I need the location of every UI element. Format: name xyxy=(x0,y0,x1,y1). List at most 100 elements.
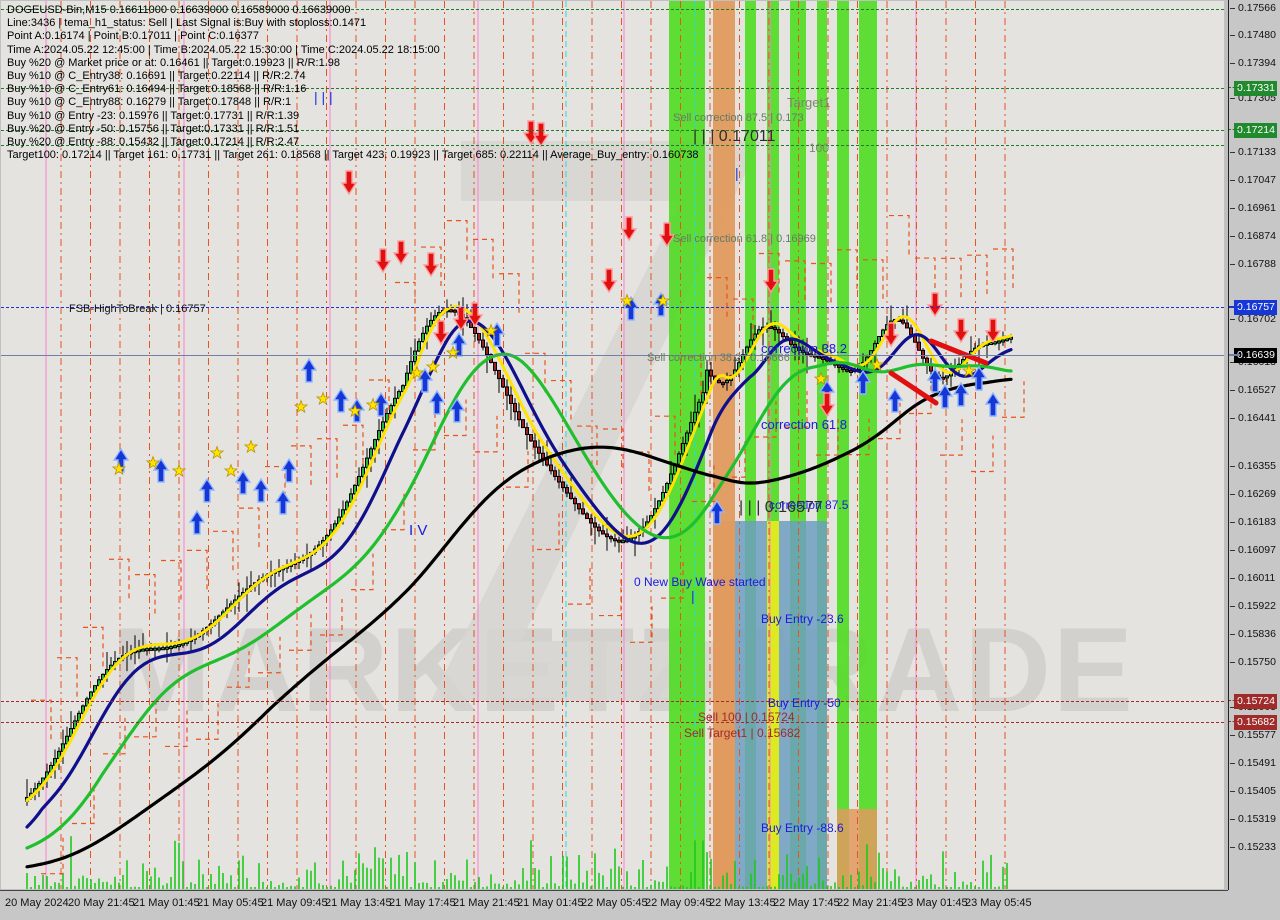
time-tick-label: 21 May 13:45 xyxy=(325,897,392,909)
price-tick-label: 0.16441 xyxy=(1230,413,1276,424)
level-dash-marker xyxy=(1228,700,1240,701)
entry-zone-block xyxy=(713,521,735,889)
info-line-10: Buy %20 @ Entry -50: 0.15756 || Target:0… xyxy=(7,122,300,135)
price-tick-label: 0.17133 xyxy=(1230,147,1276,158)
annotation-label: I V xyxy=(409,522,428,539)
time-axis-border xyxy=(0,890,1228,891)
price-level-line xyxy=(1,9,1224,10)
ma-mid-navy xyxy=(25,319,1013,829)
price-tick-label: 0.16097 xyxy=(1230,545,1276,556)
price-tick-label: 0.16183 xyxy=(1230,517,1276,528)
price-level-line xyxy=(1,701,1224,702)
price-tick-label: 0.17305 xyxy=(1230,93,1276,104)
price-tick-label: 0.15922 xyxy=(1230,601,1276,612)
price-level-line xyxy=(1,145,1224,146)
annotation-label: Buy Entry -50 xyxy=(768,696,841,710)
annotation-label: Buy Entry -88.6 xyxy=(761,821,844,835)
annotation-label: Buy Entry -23.6 xyxy=(761,612,844,626)
price-level-line xyxy=(1,722,1224,723)
annotation-label: Sell correction 61.8 | 0.16969 xyxy=(673,233,816,245)
price-tick-label: 0.16527 xyxy=(1230,385,1276,396)
price-badge: 0.15724 xyxy=(1228,694,1277,709)
price-badge: 0.17214 xyxy=(1228,123,1277,138)
time-tick-label: 21 May 17:45 xyxy=(389,897,456,909)
ma-slow-green xyxy=(25,352,1013,850)
annotation-label: | | | 0.17011 xyxy=(693,128,776,145)
info-line-11: Buy %20 @ Entry -88: 0.15432 || Target:0… xyxy=(7,136,300,149)
price-tick-label: 0.15405 xyxy=(1230,786,1276,797)
signal-band xyxy=(859,1,877,889)
annotation-label: FSB-HighToBreak | 0.16757 xyxy=(69,303,206,315)
time-tick-label: 23 May 05:45 xyxy=(965,897,1032,909)
price-level-line xyxy=(1,130,1224,131)
level-marker xyxy=(1228,354,1240,356)
annotation-label: | xyxy=(691,588,695,604)
time-tick-label: 21 May 09:45 xyxy=(261,897,328,909)
level-marker xyxy=(1228,306,1240,308)
price-tick-label: 0.17566 xyxy=(1230,3,1276,14)
time-tick-label: 22 May 21:45 xyxy=(837,897,904,909)
time-tick-label: 22 May 17:45 xyxy=(773,897,840,909)
signal-band xyxy=(837,1,849,889)
time-tick-label: 21 May 01:45 xyxy=(517,897,584,909)
annotation-label: Target1 xyxy=(787,95,831,110)
annotation-label: correction 61.8 xyxy=(761,417,847,432)
annotation-label: Sell 100 | 0.15724 xyxy=(698,710,795,724)
time-tick-label: 23 May 01:45 xyxy=(901,897,968,909)
annotation-label: | | | xyxy=(314,89,333,105)
price-tick-label: 0.17047 xyxy=(1230,175,1276,186)
price-tick-label: 0.17480 xyxy=(1230,30,1276,41)
price-level-line xyxy=(1,88,1224,89)
price-tick-label: 0.16355 xyxy=(1230,461,1276,472)
price-tick-label: 0.16269 xyxy=(1230,489,1276,500)
signal-band xyxy=(745,1,756,889)
info-line-1: DOGEUSD-Bin,M15 0.16611000 0.16639000 0.… xyxy=(7,4,351,16)
price-badge: 0.17331 xyxy=(1228,81,1277,96)
info-line-8: Buy %10 @ C_Entry88: 0.16279 || Target:0… xyxy=(7,96,292,109)
chart-info-header: DOGEUSD-Bin,M15 0.16611000 0.16639000 0.… xyxy=(7,4,699,162)
level-dash-marker xyxy=(1228,721,1240,722)
price-tick-label: 0.16788 xyxy=(1230,259,1276,270)
info-line-9: Buy %10 @ Entry -23: 0.15976 || Target:0… xyxy=(7,109,300,122)
ma-base-black xyxy=(25,377,1013,869)
info-line-6: Buy %10 @ C_Entry38: 0.16691 || Target:0… xyxy=(7,70,306,83)
price-tick-label: 0.15750 xyxy=(1230,657,1276,668)
price-chart-canvas[interactable]: MARKETZTRADE Sell correction 87.5 | 0.17… xyxy=(1,1,1224,889)
fractal-envelope xyxy=(31,214,1025,875)
entry-zone-block xyxy=(779,521,827,889)
time-tick-label: 22 May 05:45 xyxy=(581,897,648,909)
annotation-label: Sell Target1 | 0.15682 xyxy=(684,726,801,740)
info-line-7: Buy %10 @ C_Entry61: 0.16494 || Target:0… xyxy=(7,83,307,96)
level-dash-marker xyxy=(1228,87,1240,88)
price-tick-label: 0.15577 xyxy=(1230,730,1276,741)
price-axis[interactable]: 0.17566 0.17480 0.17394 0.17305 0.17133 0.170… xyxy=(1228,0,1280,890)
time-tick-label: 22 May 13:45 xyxy=(709,897,776,909)
volume-histogram xyxy=(26,836,1008,889)
price-tick-label: 0.15491 xyxy=(1230,758,1276,769)
info-line-12: Target100: 0.17214 || Target 161: 0.1773… xyxy=(7,149,699,162)
info-line-2: Line:3436 | tema_h1_status: Sell | Last … xyxy=(7,17,367,30)
price-tick-label: 0.16874 xyxy=(1230,231,1276,242)
time-tick-label: 21 May 05:45 xyxy=(197,897,264,909)
moving-averages xyxy=(25,304,1013,869)
annotation-label: 100 xyxy=(809,141,830,155)
time-tick-label: 20 May 2024 xyxy=(5,897,69,909)
annotation-label: | | | 0.16577 xyxy=(739,499,823,516)
time-axis[interactable]: 20 May 2024 20 May 21:45 21 May 01:45 21 Ma… xyxy=(0,890,1280,920)
signal-arrows xyxy=(111,120,1002,535)
price-tick-label: 0.16011 xyxy=(1230,573,1275,584)
price-tick-label: 0.16961 xyxy=(1230,203,1276,214)
annotation-label: | xyxy=(735,165,739,181)
price-tick-label: 0.15233 xyxy=(1230,842,1276,853)
entry-zone-block xyxy=(735,521,767,889)
session-separators xyxy=(45,1,1006,889)
price-level-line xyxy=(1,307,1224,308)
level-dash-marker xyxy=(1228,129,1240,130)
price-tick-label: 0.16702 xyxy=(1230,314,1276,325)
price-tick-label: 0.15319 xyxy=(1230,814,1276,825)
axis-border xyxy=(1228,0,1229,890)
price-badge: 0.16639 xyxy=(1228,348,1277,363)
price-level-line xyxy=(1,355,1224,356)
annotation-label: correction 87.5 xyxy=(769,498,849,512)
